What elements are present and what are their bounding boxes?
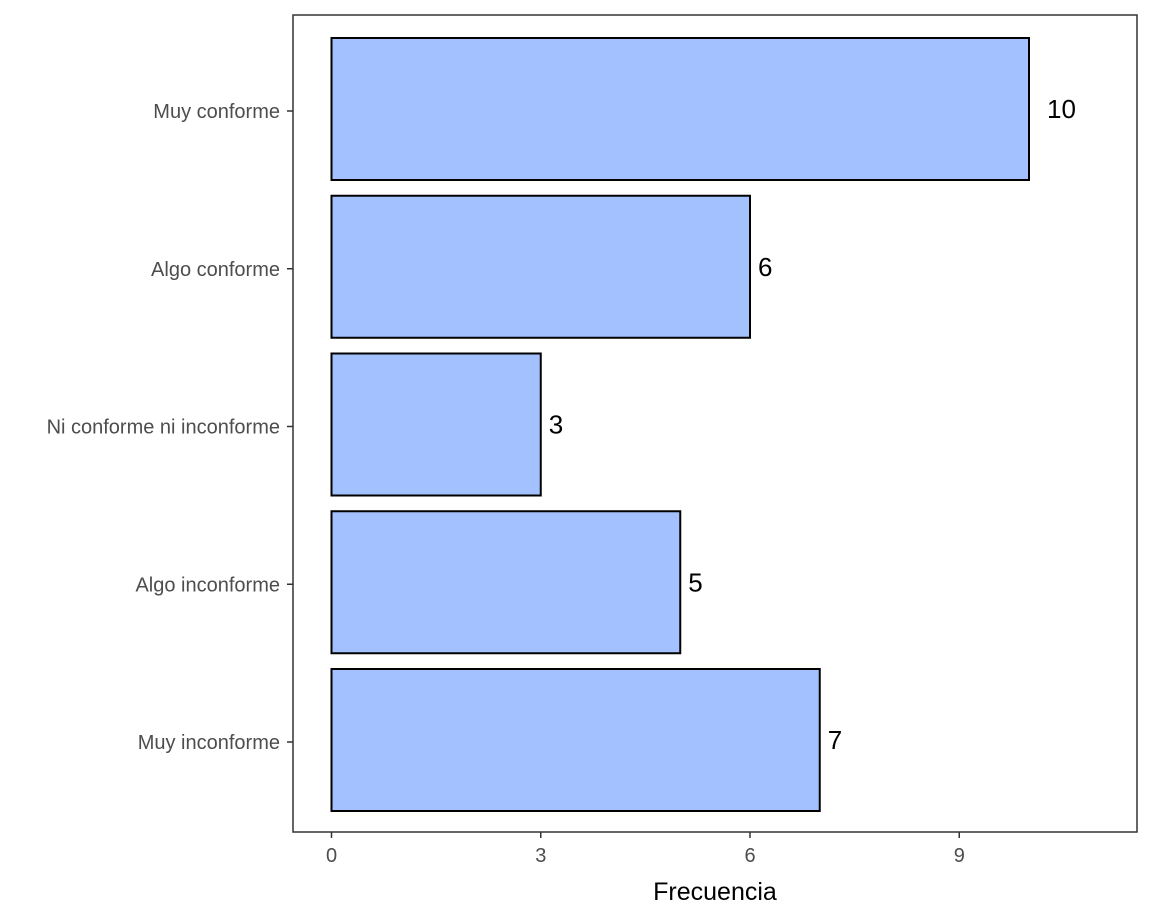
bar [330,352,542,497]
bar [330,510,682,655]
x-axis: 0 3 6 9 [326,832,965,867]
bar [330,194,751,339]
y-tick-label: Ni conforme ni inconforme [47,417,280,439]
x-tick-label: 3 [535,845,546,867]
panel-border [292,14,1138,833]
data-label: 3 [549,410,563,440]
y-tick-label: Muy conforme [153,101,280,123]
data-label: 7 [828,725,842,755]
x-axis-title: Frecuencia [653,878,777,906]
data-label: 5 [688,567,702,597]
y-tick-label: Algo inconforme [135,574,280,596]
y-axis: Muy conforme Algo conforme Ni conforme ni … [47,101,293,754]
y-tick-label: Algo conforme [151,259,280,281]
data-label: 6 [758,252,772,282]
x-tick-label: 9 [954,845,965,867]
data-label: 10 [1047,94,1076,124]
data-labels: 10 6 3 5 7 [549,94,1076,755]
bars [330,37,1030,812]
x-tick-label: 6 [744,845,755,867]
x-tick-label: 0 [326,845,337,867]
y-tick-label: Muy inconforme [138,732,280,754]
bar [330,668,821,812]
bar [330,37,1030,181]
